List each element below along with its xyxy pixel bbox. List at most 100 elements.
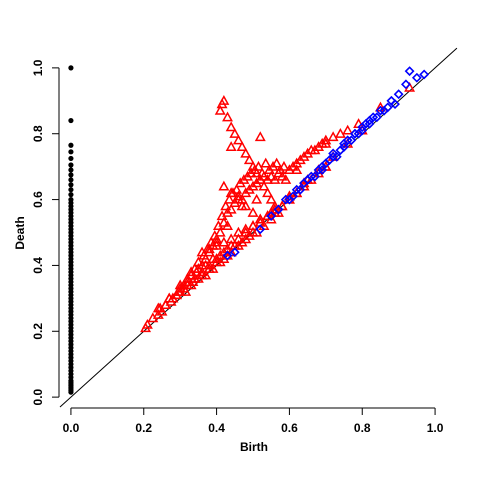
data-point: [258, 170, 270, 181]
data-point: [379, 105, 390, 116]
series-filled-circle: [68, 65, 74, 395]
data-point: [185, 266, 197, 277]
data-point: [225, 121, 237, 132]
data-point: [225, 239, 237, 250]
data-point: [222, 111, 233, 122]
data-point: [68, 65, 74, 71]
data-point: [218, 95, 230, 105]
data-point: [280, 194, 291, 205]
data-point: [251, 193, 263, 204]
data-point: [243, 154, 255, 165]
data-point: [265, 213, 277, 224]
data-point: [273, 204, 284, 215]
data-point: [276, 170, 288, 181]
data-point: [280, 174, 292, 184]
data-point: [328, 148, 339, 159]
data-point: [152, 302, 164, 313]
y-tick-label: 0.8: [31, 125, 45, 142]
series-open-diamond: [222, 66, 430, 261]
data-point: [68, 162, 74, 168]
data-point: [262, 187, 274, 198]
data-point: [203, 259, 215, 270]
data-point: [327, 131, 339, 142]
data-point: [192, 262, 204, 273]
data-point: [211, 253, 223, 263]
data-point: [68, 192, 74, 198]
x-ticks: 0.0 0.2 0.4 0.6 0.8 1.0: [63, 408, 444, 435]
data-point: [232, 233, 244, 244]
data-point: [247, 160, 259, 171]
data-point: [393, 89, 404, 100]
data-point: [350, 128, 360, 139]
y-tick-label: 1.0: [31, 59, 45, 76]
data-point: [225, 203, 237, 214]
data-point: [401, 79, 411, 90]
data-point: [291, 164, 303, 175]
data-point: [334, 127, 346, 138]
data-point: [223, 193, 235, 204]
data-point: [404, 66, 415, 77]
data-point: [220, 200, 232, 211]
data-point: [141, 318, 153, 329]
data-point: [218, 180, 230, 191]
data-point: [265, 193, 277, 204]
y-axis: 0.0 0.2 0.4 0.6 0.8 1.0 Death: [13, 59, 60, 405]
x-axis-title: Birth: [240, 440, 268, 454]
data-point: [214, 104, 226, 115]
data-point: [254, 174, 266, 184]
x-tick-label: 0.2: [135, 421, 152, 435]
data-point: [346, 135, 357, 146]
data-point: [68, 167, 74, 173]
x-tick-label: 0.8: [354, 421, 371, 435]
x-tick-label: 0.4: [208, 421, 225, 435]
data-point: [160, 299, 172, 310]
data-point: [251, 167, 263, 178]
data-point: [236, 141, 248, 152]
data-point: [271, 157, 283, 168]
data-point: [375, 105, 386, 116]
data-point: [196, 266, 208, 277]
x-tick-label: 0.6: [281, 421, 298, 435]
data-point: [225, 141, 237, 152]
data-point: [68, 187, 74, 193]
data-point: [411, 72, 422, 83]
data-point: [68, 155, 74, 162]
data-point: [229, 127, 241, 138]
data-point: [68, 389, 74, 395]
data-point: [68, 182, 74, 188]
data-point: [167, 292, 179, 303]
data-point: [203, 243, 215, 254]
data-point: [181, 276, 193, 286]
data-point: [232, 193, 244, 204]
data-point: [232, 239, 244, 250]
data-point: [260, 157, 272, 168]
data-point: [68, 177, 74, 183]
y-axis-title: Death: [13, 216, 27, 249]
x-axis: 0.0 0.2 0.4 0.6 0.8 1.0 Birth: [63, 407, 444, 454]
data-point: [181, 279, 193, 290]
data-point: [68, 117, 74, 124]
data-point: [320, 134, 332, 145]
data-point: [247, 220, 259, 231]
data-point: [302, 174, 313, 185]
data-point: [258, 180, 270, 191]
data-point: [371, 112, 382, 123]
data-point: [214, 226, 226, 237]
data-point: [266, 211, 277, 221]
data-point: [225, 187, 237, 198]
data-point: [189, 272, 201, 283]
data-point: [231, 183, 243, 194]
data-point: [265, 207, 277, 217]
data-point: [196, 246, 208, 257]
y-tick-label: 0.4: [31, 257, 45, 274]
data-point: [232, 134, 244, 145]
data-point: [252, 160, 264, 171]
data-point: [218, 236, 230, 247]
data-point: [269, 174, 281, 184]
data-point: [236, 200, 248, 211]
data-point: [240, 147, 252, 158]
data-point: [211, 236, 223, 247]
data-point: [240, 226, 252, 237]
